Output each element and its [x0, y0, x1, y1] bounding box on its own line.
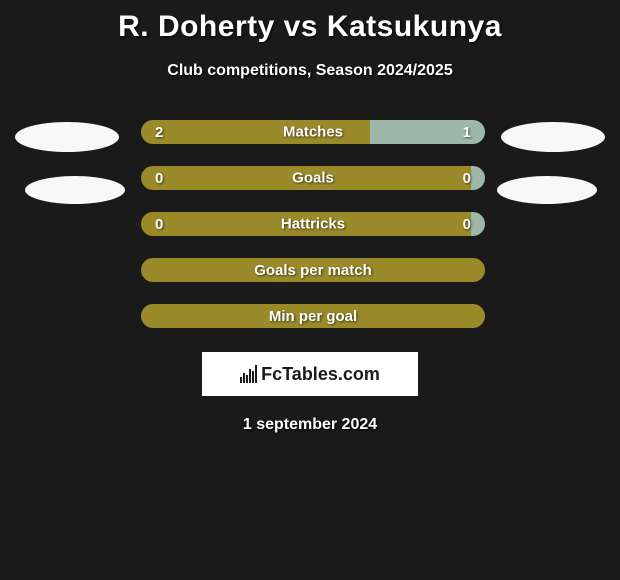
stat-right-value: 1 — [370, 120, 485, 144]
stat-right-value: 0 — [471, 166, 485, 190]
comparison-area: 2 1 Matches 0 0 Goals 0 0 Hattricks Goal… — [0, 120, 620, 328]
main-container: R. Doherty vs Katsukunya Club competitio… — [0, 0, 620, 434]
player-right-logo-2 — [497, 176, 597, 204]
bar-chart-icon — [240, 365, 257, 383]
stat-label: Goals — [292, 170, 334, 187]
stat-row-matches: 2 1 Matches — [141, 120, 485, 144]
footer-logo[interactable]: FcTables.com — [202, 352, 418, 396]
stat-label: Hattricks — [281, 216, 345, 233]
player-left-logo-2 — [25, 176, 125, 204]
left-logo-column — [15, 120, 125, 204]
comparison-title: R. Doherty vs Katsukunya — [0, 10, 620, 44]
player-left-logo-1 — [15, 122, 119, 152]
stat-row-hattricks: 0 0 Hattricks — [141, 212, 485, 236]
comparison-subtitle: Club competitions, Season 2024/2025 — [0, 62, 620, 80]
stat-row-goals: 0 0 Goals — [141, 166, 485, 190]
footer-logo-text: FcTables.com — [261, 364, 380, 385]
stat-label: Matches — [283, 124, 343, 141]
stat-right-value: 0 — [471, 212, 485, 236]
footer-date: 1 september 2024 — [0, 416, 620, 434]
stat-row-min-per-goal: Min per goal — [141, 304, 485, 328]
player-right-logo-1 — [501, 122, 605, 152]
right-logo-column — [501, 120, 605, 204]
stats-bars: 2 1 Matches 0 0 Goals 0 0 Hattricks Goal… — [141, 120, 485, 328]
stat-row-goals-per-match: Goals per match — [141, 258, 485, 282]
